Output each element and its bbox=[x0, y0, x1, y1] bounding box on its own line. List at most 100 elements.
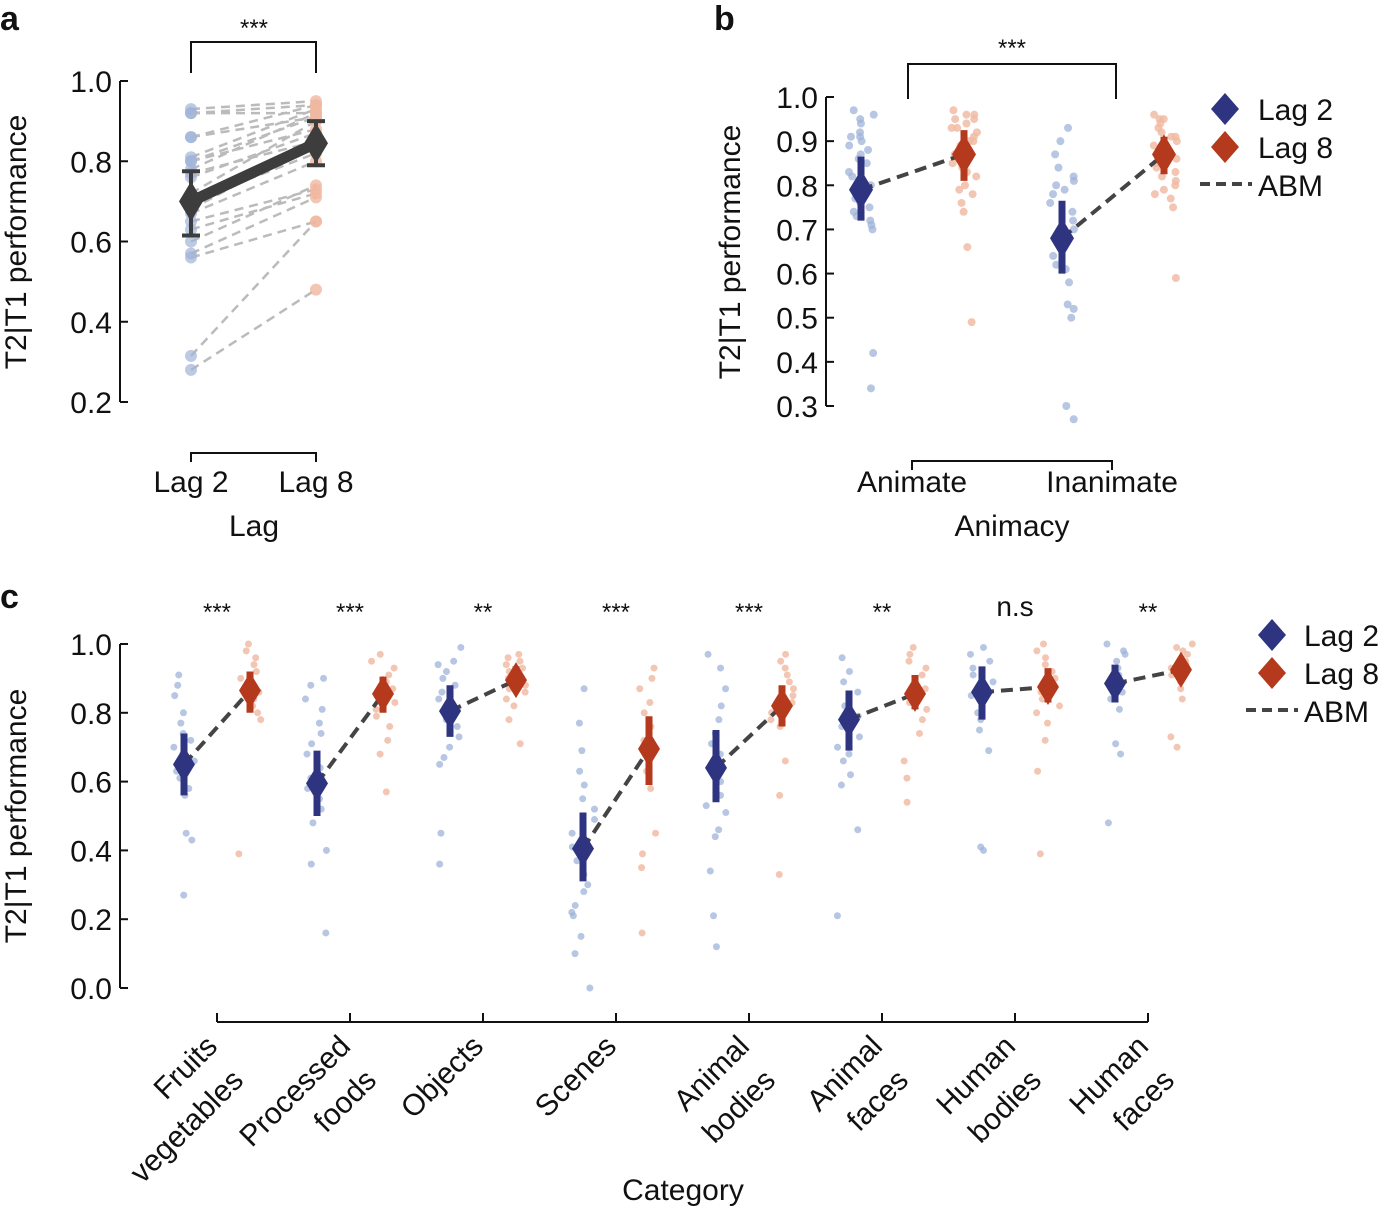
subject-dot-lag2 bbox=[185, 235, 197, 248]
subject-point-lag8 bbox=[647, 784, 655, 792]
subject-point-lag8 bbox=[972, 172, 981, 181]
subject-point-lag8 bbox=[648, 674, 656, 682]
subject-point-lag2 bbox=[711, 833, 719, 841]
subject-point-lag8 bbox=[1173, 743, 1181, 751]
subject-point-lag8 bbox=[1033, 647, 1041, 655]
subject-point-lag8 bbox=[516, 740, 524, 748]
legend-b-lag8-marker bbox=[1211, 131, 1239, 163]
panel-b-ytick-label: 0.5 bbox=[776, 303, 818, 336]
subject-point-lag8 bbox=[1167, 733, 1175, 741]
subject-point-lag8 bbox=[777, 657, 785, 665]
subject-point-lag2 bbox=[436, 860, 444, 868]
subject-point-lag2 bbox=[869, 110, 878, 119]
subject-point-lag2 bbox=[838, 654, 846, 662]
subject-point-lag8 bbox=[652, 829, 660, 837]
subject-point-lag2 bbox=[1049, 251, 1058, 260]
abm-line bbox=[581, 747, 651, 850]
lag2-mean-marker bbox=[849, 169, 873, 210]
subject-point-lag2 bbox=[1068, 207, 1077, 216]
panel-c-ytick-label: 0.4 bbox=[70, 835, 112, 868]
panel-b-ytick-label: 0.8 bbox=[776, 170, 818, 203]
subject-point-lag8 bbox=[781, 664, 789, 672]
panel-b-ytick-label: 0.6 bbox=[776, 259, 818, 292]
subject-point-lag2 bbox=[1117, 750, 1125, 758]
subject-line bbox=[190, 103, 317, 115]
subject-point-lag8 bbox=[767, 716, 775, 724]
subject-point-lag8 bbox=[1166, 194, 1175, 203]
subject-point-lag2 bbox=[174, 681, 182, 689]
subject-point-lag2 bbox=[845, 668, 853, 676]
subject-line bbox=[190, 115, 317, 163]
subject-dot-lag8 bbox=[310, 191, 322, 204]
panel-b-ytick-label: 1.0 bbox=[776, 82, 818, 115]
subject-point-lag2 bbox=[839, 757, 847, 765]
subject-point-lag8 bbox=[953, 123, 962, 132]
subject-point-lag2 bbox=[849, 106, 858, 115]
abm-line bbox=[981, 685, 1049, 695]
subject-line bbox=[190, 107, 317, 159]
panel-b-xtick-label: Inanimate bbox=[1046, 466, 1178, 499]
mean-line bbox=[188, 138, 319, 207]
subject-point-lag8 bbox=[254, 709, 262, 717]
abm-line bbox=[315, 692, 385, 785]
legend-c-lag2-label: Lag 2 bbox=[1304, 620, 1379, 653]
subject-point-lag8 bbox=[782, 650, 790, 658]
panel-b-sig: *** bbox=[998, 35, 1026, 62]
subject-line bbox=[190, 184, 317, 243]
subject-point-lag8 bbox=[903, 774, 911, 782]
panel-c-ytick-label: 1.0 bbox=[70, 629, 112, 662]
subject-point-lag8 bbox=[382, 788, 390, 796]
subject-point-lag2 bbox=[854, 826, 862, 834]
subject-point-lag2 bbox=[580, 888, 588, 896]
subject-point-lag8 bbox=[1171, 273, 1180, 282]
subject-point-lag2 bbox=[986, 657, 994, 665]
subject-point-lag8 bbox=[372, 705, 380, 713]
subject-point-lag2 bbox=[301, 695, 309, 703]
panel-a-ylabel: T2|T1 performance bbox=[0, 115, 33, 370]
subject-point-lag2 bbox=[438, 688, 446, 696]
panel-c-ytick-label: 0.0 bbox=[70, 973, 112, 1006]
subject-point-lag8 bbox=[650, 664, 658, 672]
lag2-mean-marker bbox=[572, 830, 594, 867]
subject-point-lag2 bbox=[1104, 819, 1112, 827]
subject-point-lag2 bbox=[586, 984, 594, 992]
subject-point-lag2 bbox=[442, 668, 450, 676]
subject-point-lag8 bbox=[949, 106, 958, 115]
subject-point-lag2 bbox=[864, 145, 873, 154]
panel-b-legend: Lag 2 Lag 8 ABM bbox=[1200, 93, 1333, 203]
panel-c-ylabel: T2|T1 performance bbox=[0, 689, 33, 944]
panel-c-xlabel: Category bbox=[622, 1174, 744, 1207]
panel-b-ytick-label: 0.3 bbox=[776, 391, 818, 424]
subject-point-lag2 bbox=[702, 802, 710, 810]
lag2-mean-marker bbox=[971, 674, 993, 711]
panel-b-ylabel: T2|T1 performance bbox=[714, 125, 747, 380]
subject-point-lag2 bbox=[182, 829, 190, 837]
legend-c-abm-label: ABM bbox=[1304, 696, 1369, 729]
panel-c-xtick-label: Scenes bbox=[529, 1030, 623, 1124]
subject-point-lag8 bbox=[1034, 767, 1042, 775]
subject-point-lag8 bbox=[521, 688, 529, 696]
subject-point-lag2 bbox=[453, 723, 461, 731]
subject-point-lag2 bbox=[989, 678, 997, 686]
panel-a-sig-bracket bbox=[190, 41, 317, 73]
subject-point-lag8 bbox=[1033, 709, 1041, 717]
panel-c-ytick-label: 0.8 bbox=[70, 698, 112, 731]
abm-line bbox=[1060, 152, 1166, 240]
subject-point-lag2 bbox=[171, 692, 179, 700]
panel-label-c: c bbox=[0, 578, 19, 616]
subject-point-lag2 bbox=[437, 829, 445, 837]
subject-point-lag2 bbox=[575, 719, 583, 727]
panel-a-xlabel: Lag bbox=[229, 510, 279, 543]
panel-c-sig: n.s bbox=[996, 591, 1033, 622]
subject-point-lag8 bbox=[962, 119, 971, 128]
subject-point-lag2 bbox=[455, 733, 463, 741]
panel-a-ytick-label: 1.0 bbox=[70, 66, 112, 99]
subject-point-lag2 bbox=[440, 754, 448, 762]
abm-line bbox=[1114, 667, 1182, 686]
panel-b-x-axis bbox=[911, 460, 1113, 470]
subject-point-lag8 bbox=[776, 791, 784, 799]
subject-point-lag8 bbox=[918, 671, 926, 679]
panel-b-ytick-label: 0.4 bbox=[776, 347, 818, 380]
subject-point-lag2 bbox=[571, 950, 579, 958]
subject-point-lag2 bbox=[1113, 657, 1121, 665]
